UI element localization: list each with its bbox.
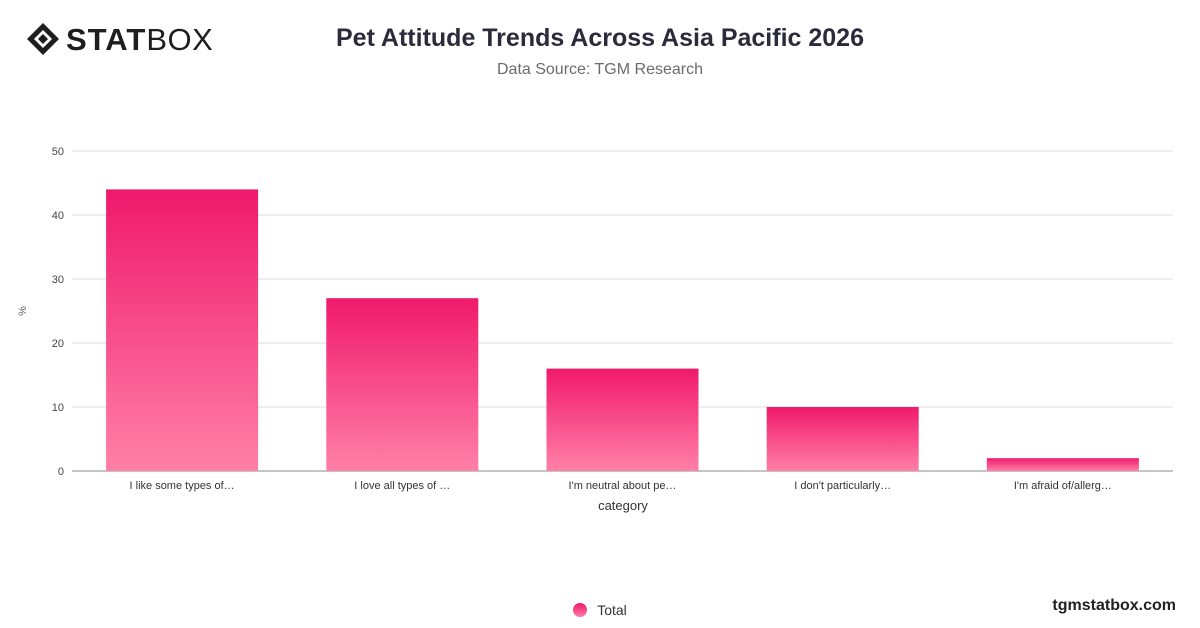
- bar[interactable]: [326, 298, 479, 471]
- x-axis-label: category: [598, 498, 648, 513]
- y-tick-label: 40: [52, 210, 64, 222]
- y-tick-label: 0: [58, 466, 64, 478]
- y-tick-label: 30: [52, 274, 64, 286]
- y-axis-label: %: [17, 306, 29, 316]
- logo-text: STATBOX: [66, 21, 214, 57]
- chart-subtitle: Data Source: TGM Research: [496, 61, 703, 78]
- y-tick-label: 10: [52, 402, 64, 414]
- bar[interactable]: [766, 407, 919, 471]
- x-tick-label: I like some types of…: [130, 480, 235, 492]
- bar[interactable]: [986, 458, 1139, 471]
- legend-swatch: [573, 603, 588, 617]
- brand-url: tgmstatbox.com: [1052, 597, 1176, 614]
- legend-label: Total: [597, 602, 627, 618]
- chart-title: Pet Attitude Trends Across Asia Pacific …: [336, 24, 864, 52]
- bar[interactable]: [106, 189, 259, 471]
- x-tick-label: I love all types of …: [354, 480, 450, 492]
- y-tick-label: 50: [52, 146, 64, 158]
- x-tick-label: I don't particularly…: [794, 480, 891, 492]
- x-tick-label: I'm neutral about pe…: [569, 480, 677, 492]
- x-tick-label: I'm afraid of/allerg…: [1014, 480, 1112, 492]
- bar[interactable]: [546, 368, 699, 471]
- legend[interactable]: Total: [0, 602, 1200, 618]
- logo: STATBOX: [26, 22, 213, 56]
- diamond-logo-icon: [27, 23, 59, 55]
- y-tick-label: 20: [52, 338, 64, 350]
